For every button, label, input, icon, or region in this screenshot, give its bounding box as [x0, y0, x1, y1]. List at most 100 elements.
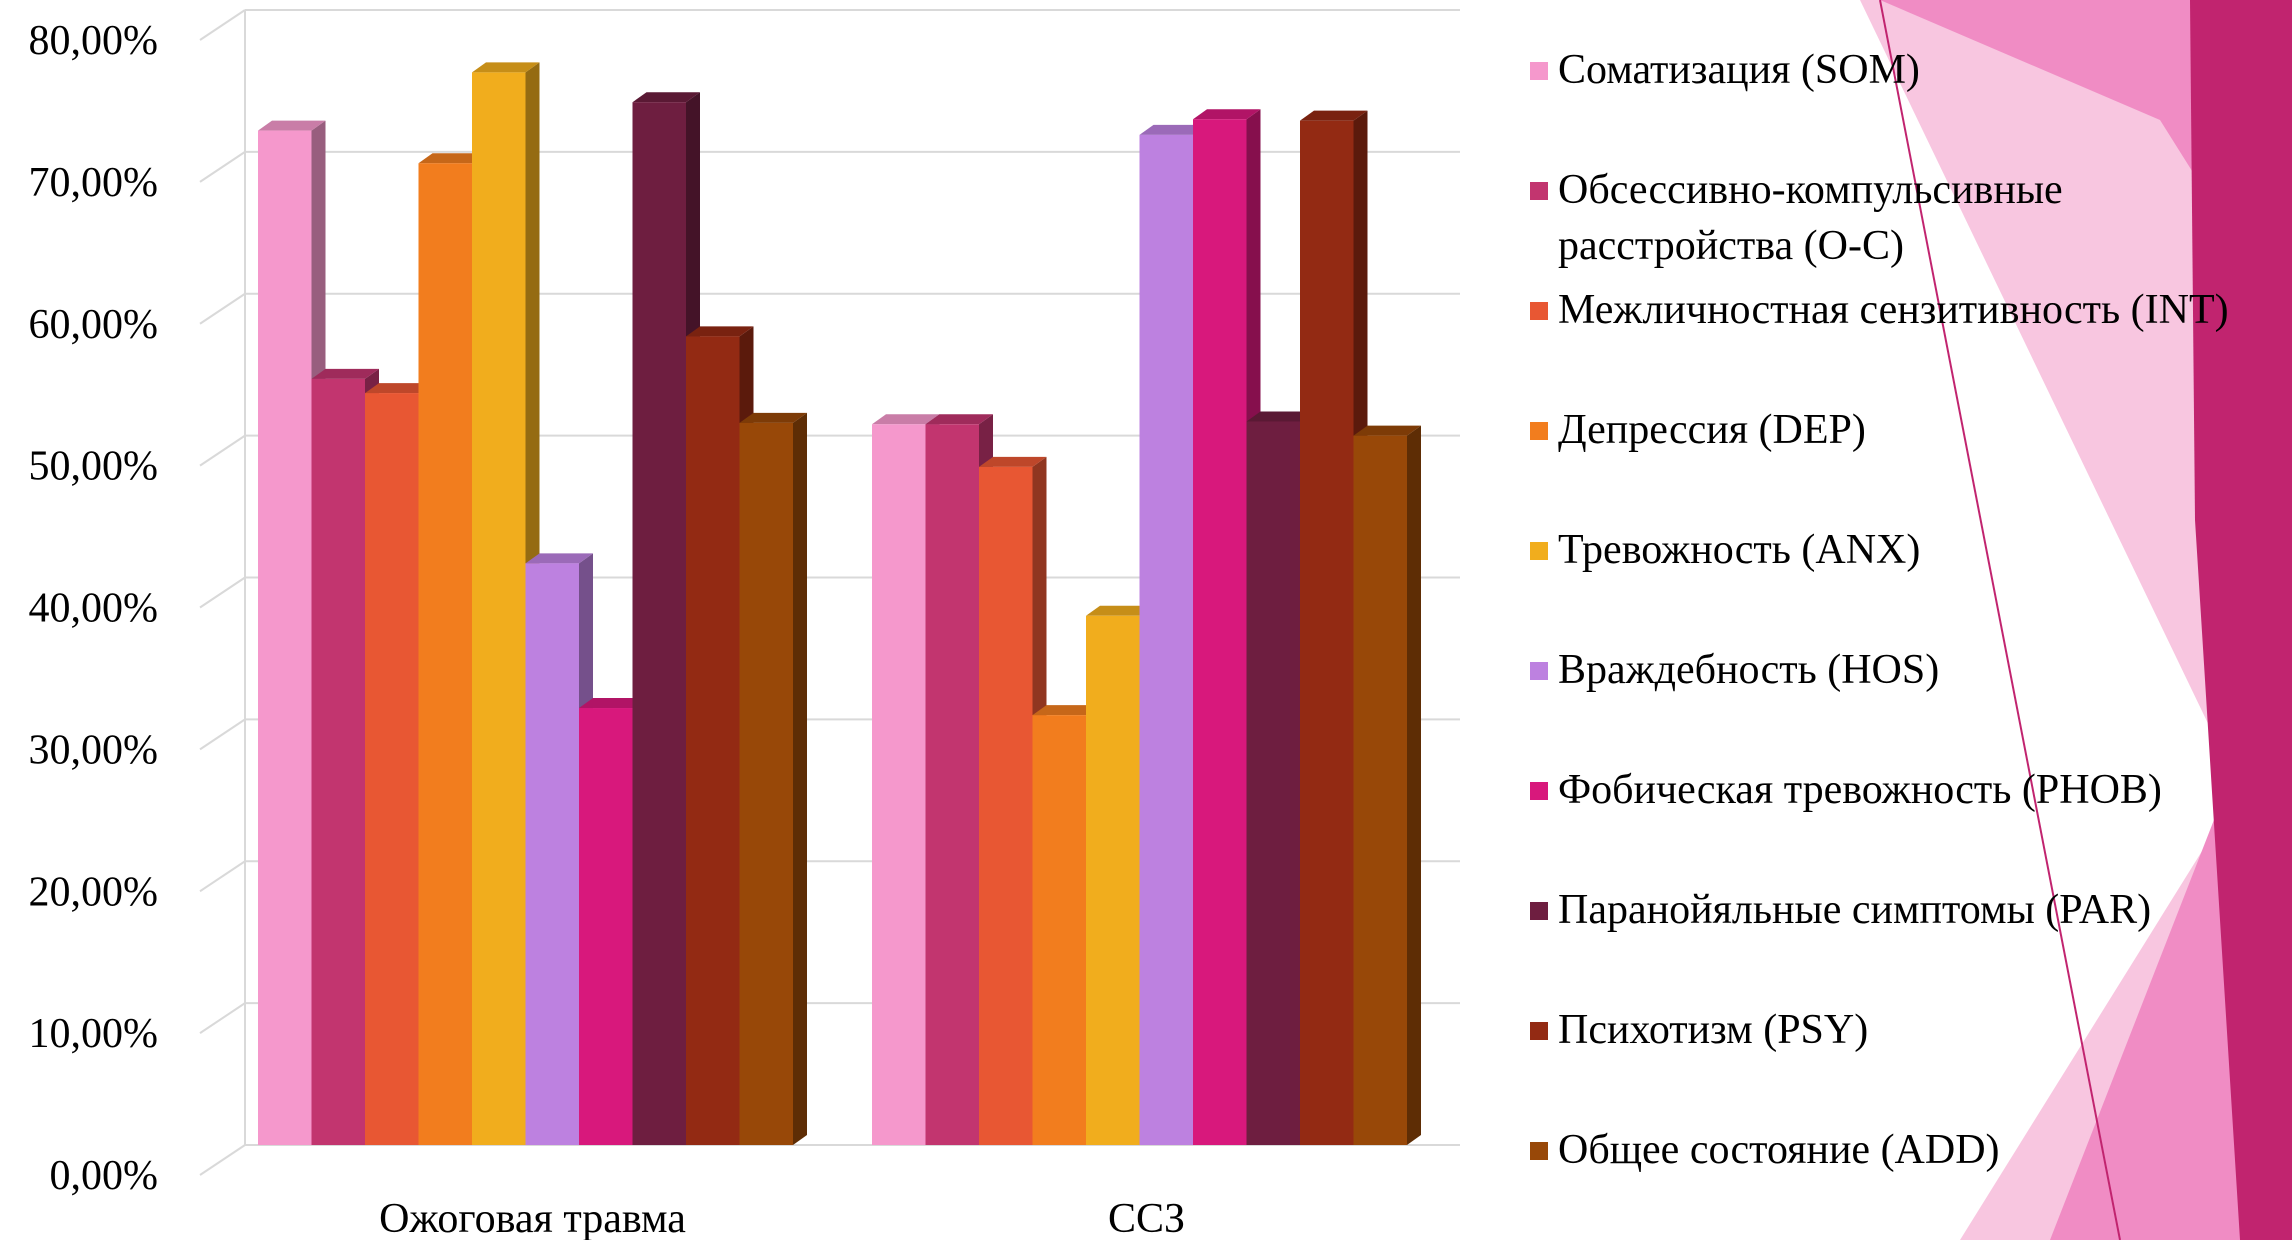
- bar-top: [739, 412, 807, 423]
- legend-item: Тревожность (ANX): [1530, 522, 2258, 578]
- bar-top: [1300, 110, 1368, 121]
- legend-item: Обсессивно-компульсивные расстройства (O…: [1530, 162, 2258, 274]
- bar-top: [1353, 425, 1421, 436]
- legend-label: Паранойяльные симптомы (PAR): [1558, 887, 2152, 933]
- legend-label: Соматизация (SOM): [1558, 47, 1920, 93]
- bar-chart: 0,00% 10,00% 20,00% 30,00% 40,00% 50,00% 60,00…: [29, 9, 1460, 1240]
- bar-top: [925, 414, 993, 425]
- legend-swatch: [1530, 422, 1548, 440]
- legend-label: Фобическая тревожность (PHOB): [1558, 767, 2162, 813]
- bar-front: [1246, 421, 1300, 1145]
- legend-label: Депрессия (DEP): [1558, 407, 1866, 453]
- bar-top: [1086, 605, 1154, 616]
- legend-item: Фобическая тревожность (PHOB): [1530, 762, 2258, 818]
- bar-front: [1139, 134, 1193, 1146]
- chart-legend: Соматизация (SOM) Обсессивно-компульсивны…: [1530, 0, 2290, 1240]
- y-tick-label: 20,00%: [29, 869, 159, 915]
- legend-label: Враждебность (HOS): [1558, 647, 1940, 693]
- legend-item: Паранойяльные симптомы (PAR): [1530, 882, 2258, 938]
- legend-item: Психотизм (PSY): [1530, 1002, 2258, 1058]
- legend-swatch: [1530, 1142, 1548, 1160]
- bar-top: [579, 698, 647, 709]
- bar-front: [872, 424, 926, 1145]
- legend-label: Обсессивно-компульсивные расстройства (O…: [1558, 167, 2063, 269]
- gridline-diagonal: [199, 860, 246, 893]
- y-tick-label: 0,00%: [50, 1153, 159, 1199]
- legend-label: Межличностная сензитивность (INT): [1558, 287, 2229, 333]
- bar-front: [1193, 119, 1247, 1145]
- bar-top: [1246, 411, 1314, 422]
- x-axis-categories: Ожоговая травма ССЗ: [379, 1196, 1185, 1240]
- gridline-diagonal: [199, 1002, 246, 1034]
- bar-top: [1139, 124, 1207, 135]
- bars: [258, 62, 1421, 1146]
- legend-swatch: [1530, 1022, 1548, 1040]
- bar: [1353, 425, 1421, 1145]
- legend-swatch: [1530, 542, 1548, 560]
- bar-front: [1032, 715, 1086, 1145]
- gridline-diagonal: [199, 151, 246, 183]
- bar-front: [258, 130, 312, 1145]
- bar-top: [1193, 109, 1261, 120]
- bar-front: [925, 424, 979, 1145]
- bar-side: [1407, 425, 1421, 1145]
- legend-item: Соматизация (SOM): [1530, 42, 2258, 98]
- y-tick-label: 50,00%: [29, 444, 159, 490]
- gridline-diagonal: [199, 292, 246, 325]
- bar-front: [1086, 615, 1140, 1145]
- legend-swatch: [1530, 62, 1548, 80]
- gridline-diagonal: [199, 576, 246, 609]
- legend-label: Тревожность (ANX): [1558, 527, 1921, 573]
- legend-item: Депрессия (DEP): [1530, 402, 2258, 458]
- y-tick-label: 60,00%: [29, 302, 159, 348]
- decor-shape-dark: [2190, 0, 2292, 1240]
- bar-top: [1032, 705, 1100, 716]
- gridline-diagonal: [199, 1144, 246, 1176]
- bar: [739, 412, 807, 1145]
- legend-item: Межличностная сензитивность (INT): [1530, 282, 2258, 338]
- legend-swatch: [1530, 302, 1548, 320]
- y-tick-label: 70,00%: [29, 160, 159, 206]
- legend-item: Общее состояние (ADD): [1530, 1122, 2258, 1178]
- bar-top: [525, 553, 593, 564]
- legend-label: Психотизм (PSY): [1558, 1007, 1869, 1053]
- bar-top: [418, 153, 486, 164]
- bar-top: [472, 62, 540, 73]
- x-category-label: ССЗ: [1108, 1196, 1185, 1240]
- bar-top: [365, 383, 433, 394]
- x-category-label: Ожоговая травма: [379, 1196, 686, 1240]
- bar-top: [258, 120, 326, 131]
- bar-front: [579, 708, 633, 1145]
- bar-front: [525, 563, 579, 1145]
- bar-front: [472, 72, 526, 1145]
- bar-front: [686, 336, 740, 1145]
- legend-swatch: [1530, 182, 1548, 200]
- bar-front: [1300, 120, 1354, 1146]
- bar-top: [686, 326, 754, 337]
- bar-top: [979, 456, 1047, 467]
- bar-front: [365, 393, 419, 1145]
- gridline-diagonal: [199, 434, 246, 467]
- y-tick-label: 10,00%: [29, 1011, 159, 1057]
- y-tick-label: 80,00%: [29, 18, 159, 64]
- bar-front: [1353, 435, 1407, 1145]
- bar-side: [793, 412, 807, 1145]
- legend-label: Общее состояние (ADD): [1558, 1127, 2000, 1173]
- bar-front: [979, 466, 1033, 1145]
- bar-front: [418, 163, 472, 1146]
- decor-line: [1879, 0, 2121, 1240]
- legend-swatch: [1530, 902, 1548, 920]
- decor-shape-mid: [1880, 0, 2292, 330]
- gridline-diagonal: [199, 9, 246, 41]
- legend-swatch: [1530, 662, 1548, 680]
- legend-item: Враждебность (HOS): [1530, 642, 2258, 698]
- y-tick-label: 30,00%: [29, 727, 159, 773]
- bar-front: [632, 102, 686, 1145]
- bar-front: [739, 422, 793, 1145]
- bar-front: [311, 378, 365, 1145]
- bar-top: [632, 92, 700, 103]
- bar-top: [872, 414, 940, 425]
- bar-top: [311, 368, 379, 379]
- y-tick-label: 40,00%: [29, 586, 159, 632]
